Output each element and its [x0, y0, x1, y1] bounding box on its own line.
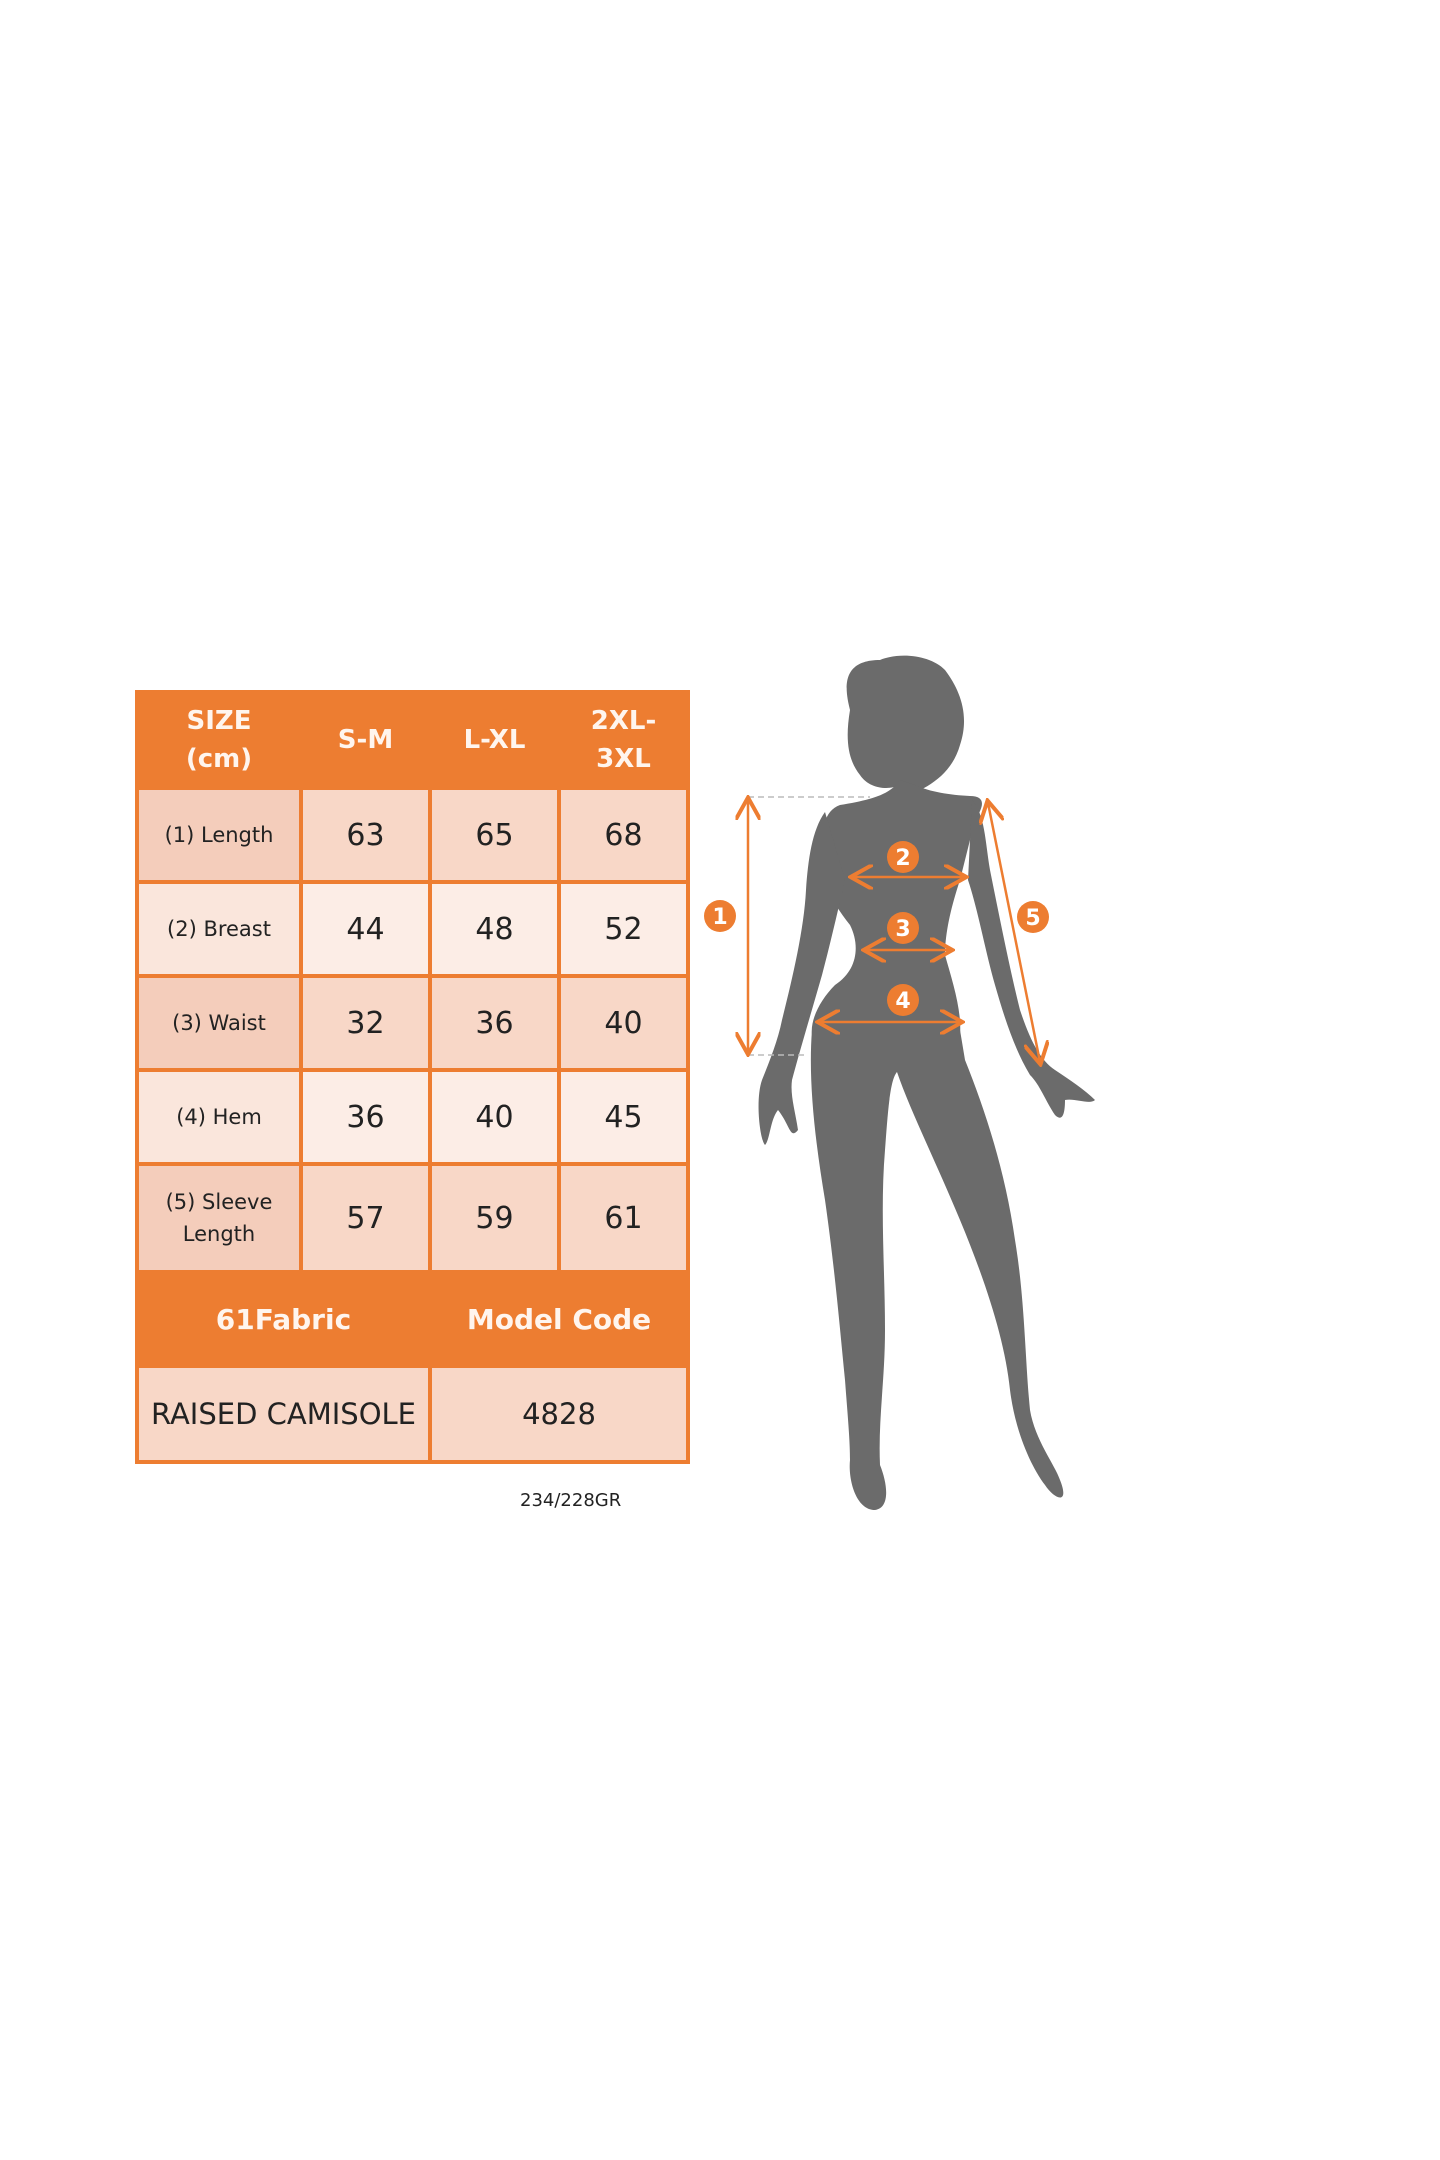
svg-text:3: 3 — [895, 917, 910, 942]
table-row: (2) Breast 44 48 52 — [139, 884, 686, 974]
cell: 63 — [303, 790, 428, 880]
weight-caption: 234/228GR — [520, 1490, 622, 1511]
marker-3: 3 — [887, 912, 919, 944]
row-label: (4) Hem — [139, 1072, 299, 1162]
table-row: (4) Hem 36 40 45 — [139, 1072, 686, 1162]
footer-value-row: RAISED CAMISOLE 4828 — [139, 1368, 686, 1460]
row-label: (5) Sleeve Length — [139, 1166, 299, 1270]
cell: 36 — [432, 978, 557, 1068]
cell: 59 — [432, 1166, 557, 1270]
footer-header-row: 61Fabric Model Code — [139, 1274, 686, 1364]
cell: 45 — [561, 1072, 686, 1162]
cell: 40 — [561, 978, 686, 1068]
header-2xl-3xl: 2XL- 3XL — [561, 694, 686, 786]
size-chart-table: SIZE (cm) S-M L-XL 2XL- 3XL (1) Length 63 … — [135, 690, 690, 1464]
cell: 52 — [561, 884, 686, 974]
header-l-xl: L-XL — [432, 694, 557, 786]
row-label: (1) Length — [139, 790, 299, 880]
cell: 68 — [561, 790, 686, 880]
sleeve-arrow — [988, 803, 1040, 1062]
cell: 48 — [432, 884, 557, 974]
header-size-cm: SIZE (cm) — [139, 694, 299, 786]
svg-text:2: 2 — [895, 846, 910, 871]
marker-5: 5 — [1017, 901, 1049, 933]
marker-1: 1 — [704, 900, 736, 932]
svg-text:5: 5 — [1025, 906, 1040, 931]
cell: 65 — [432, 790, 557, 880]
woman-silhouette — [758, 655, 1095, 1510]
cell: 36 — [303, 1072, 428, 1162]
model-code: 4828 — [432, 1368, 686, 1460]
product-name: RAISED CAMISOLE — [139, 1368, 428, 1460]
model-code-header: Model Code — [432, 1274, 686, 1364]
cell: 61 — [561, 1166, 686, 1270]
marker-4: 4 — [887, 984, 919, 1016]
table-row: (3) Waist 32 36 40 — [139, 978, 686, 1068]
table-header-row: SIZE (cm) S-M L-XL 2XL- 3XL — [139, 694, 686, 786]
table-row: (1) Length 63 65 68 — [139, 790, 686, 880]
cell: 40 — [432, 1072, 557, 1162]
row-label: (3) Waist — [139, 978, 299, 1068]
cell: 57 — [303, 1166, 428, 1270]
cell: 32 — [303, 978, 428, 1068]
cell: 44 — [303, 884, 428, 974]
marker-2: 2 — [887, 841, 919, 873]
table-row: (5) Sleeve Length 57 59 61 — [139, 1166, 686, 1270]
header-s-m: S-M — [303, 694, 428, 786]
row-label: (2) Breast — [139, 884, 299, 974]
brand-header: 61Fabric — [139, 1274, 428, 1364]
svg-text:1: 1 — [712, 905, 727, 930]
svg-text:4: 4 — [895, 989, 910, 1014]
